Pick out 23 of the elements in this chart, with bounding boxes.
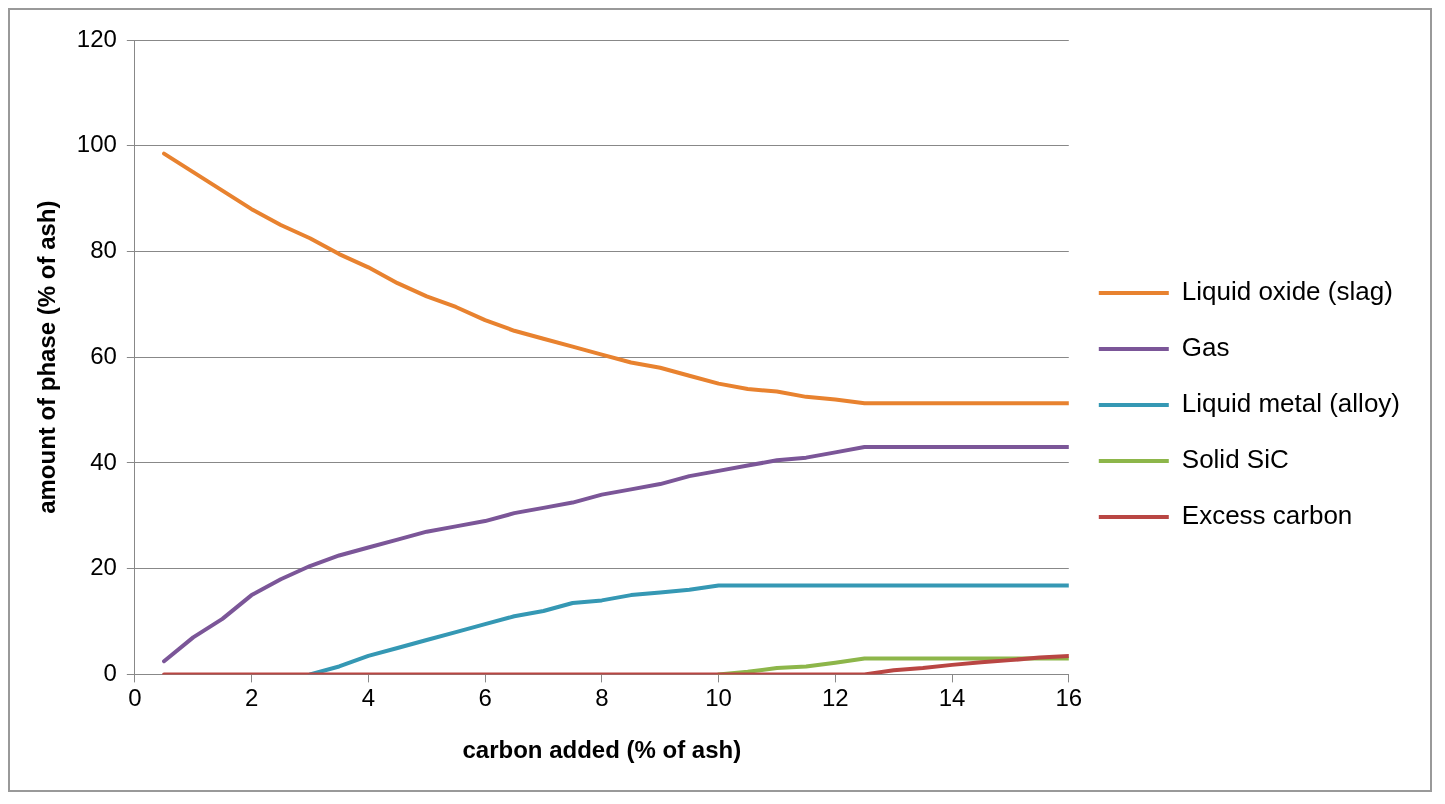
x-tick-label: 12 bbox=[821, 684, 849, 712]
y-tick-label: 80 bbox=[90, 236, 117, 264]
x-tick-label: 16 bbox=[1055, 684, 1083, 712]
y-tick-label: 60 bbox=[90, 341, 117, 369]
y-tick-label: 0 bbox=[103, 659, 117, 687]
x-tick-label: 8 bbox=[595, 684, 609, 712]
x-tick-label: 6 bbox=[478, 684, 492, 712]
legend-label: Excess carbon bbox=[1181, 500, 1353, 531]
x-tick-label: 0 bbox=[128, 684, 142, 712]
y-tick-label: 120 bbox=[76, 24, 117, 52]
legend-label: Gas bbox=[1181, 332, 1230, 363]
y-tick-label: 40 bbox=[90, 447, 117, 475]
x-tick-label: 2 bbox=[244, 684, 259, 712]
legend-label: Liquid oxide (slag) bbox=[1181, 276, 1393, 307]
legend-label: Solid SiC bbox=[1181, 444, 1289, 475]
x-tick-label: 10 bbox=[705, 684, 732, 712]
x-tick-label: 14 bbox=[938, 684, 966, 712]
x-axis-title: carbon added (% of ash) bbox=[462, 736, 742, 764]
y-axis-title: amount of phase (% of ash) bbox=[33, 200, 61, 514]
y-tick-label: 20 bbox=[90, 553, 117, 581]
x-tick-label: 4 bbox=[361, 684, 376, 712]
legend-label: Liquid metal (alloy) bbox=[1181, 388, 1401, 419]
y-tick-label: 100 bbox=[76, 130, 117, 158]
